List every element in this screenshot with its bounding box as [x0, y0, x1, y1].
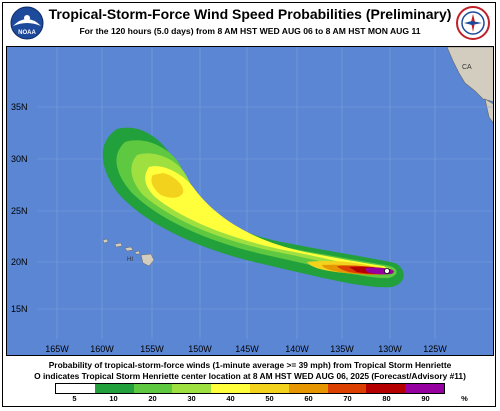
legend-label: 20: [148, 394, 157, 403]
lon-label: 155W: [140, 344, 164, 354]
page-subtitle: For the 120 hours (5.0 days) from 8 AM H…: [79, 26, 421, 36]
legend-label: 50: [265, 394, 274, 403]
legend-label: 70: [343, 394, 352, 403]
probability-legend-bar: [55, 383, 445, 394]
legend-swatch: [405, 384, 444, 393]
graticule: [37, 47, 493, 339]
legend-swatch: [366, 384, 406, 393]
legend-swatch: [94, 384, 134, 393]
lon-label: 125W: [423, 344, 447, 354]
probability-swath: [102, 127, 404, 288]
legend-label: 30: [187, 394, 196, 403]
nws-logo-icon: [456, 6, 490, 40]
legend-swatch: [211, 384, 250, 393]
map-canvas: CA: [7, 47, 493, 355]
noaa-logo-icon: NOAA: [10, 6, 44, 40]
legend-swatch: [172, 384, 212, 393]
lat-label: 30N: [11, 154, 28, 164]
lat-label: 15N: [11, 304, 28, 314]
lat-label: 25N: [11, 206, 28, 216]
legend-swatch: [133, 384, 173, 393]
lon-label: 145W: [235, 344, 259, 354]
coastline-land: [446, 47, 493, 102]
legend-label: 10: [109, 394, 118, 403]
legend-label: 90: [421, 394, 430, 403]
lon-label: 140W: [285, 344, 309, 354]
lat-label: 20N: [11, 257, 28, 267]
lat-label: 35N: [11, 102, 28, 112]
legend-swatch: [249, 384, 289, 393]
swath-50-percent-west: [151, 173, 184, 198]
ocean: [7, 47, 493, 355]
legend-swatch: [327, 384, 367, 393]
lon-label: 135W: [330, 344, 354, 354]
lon-label: 160W: [90, 344, 114, 354]
storm-center-marker: [383, 267, 390, 274]
probability-map[interactable]: CA: [6, 46, 494, 356]
legend-label: 40: [226, 394, 235, 403]
legend-label: %: [461, 394, 468, 403]
legend-label: 5: [72, 394, 77, 403]
legend-swatch: [288, 384, 328, 393]
legend-label: 60: [304, 394, 313, 403]
figure-frame: [2, 2, 496, 407]
noaa-logo-text: NOAA: [18, 30, 36, 36]
lon-label: 165W: [45, 344, 69, 354]
state-label-ca: CA: [462, 64, 472, 71]
lon-label: 130W: [378, 344, 402, 354]
footer-caption-line1: Probability of tropical-storm-force wind…: [48, 360, 452, 370]
island-label-hi: HI: [127, 257, 133, 263]
legend-swatch: [56, 384, 95, 393]
probability-legend-labels: 5 10 20 30 40 50 60 70 80 90%: [55, 394, 467, 406]
footer-caption-line2: O indicates Tropical Storm Henriette cen…: [34, 371, 466, 381]
page-title: Tropical-Storm-Force Wind Speed Probabil…: [48, 6, 452, 22]
baja-land: [484, 98, 493, 123]
hawaiian-islands: [102, 238, 155, 267]
legend-label: 80: [382, 394, 391, 403]
lon-label: 150W: [188, 344, 212, 354]
